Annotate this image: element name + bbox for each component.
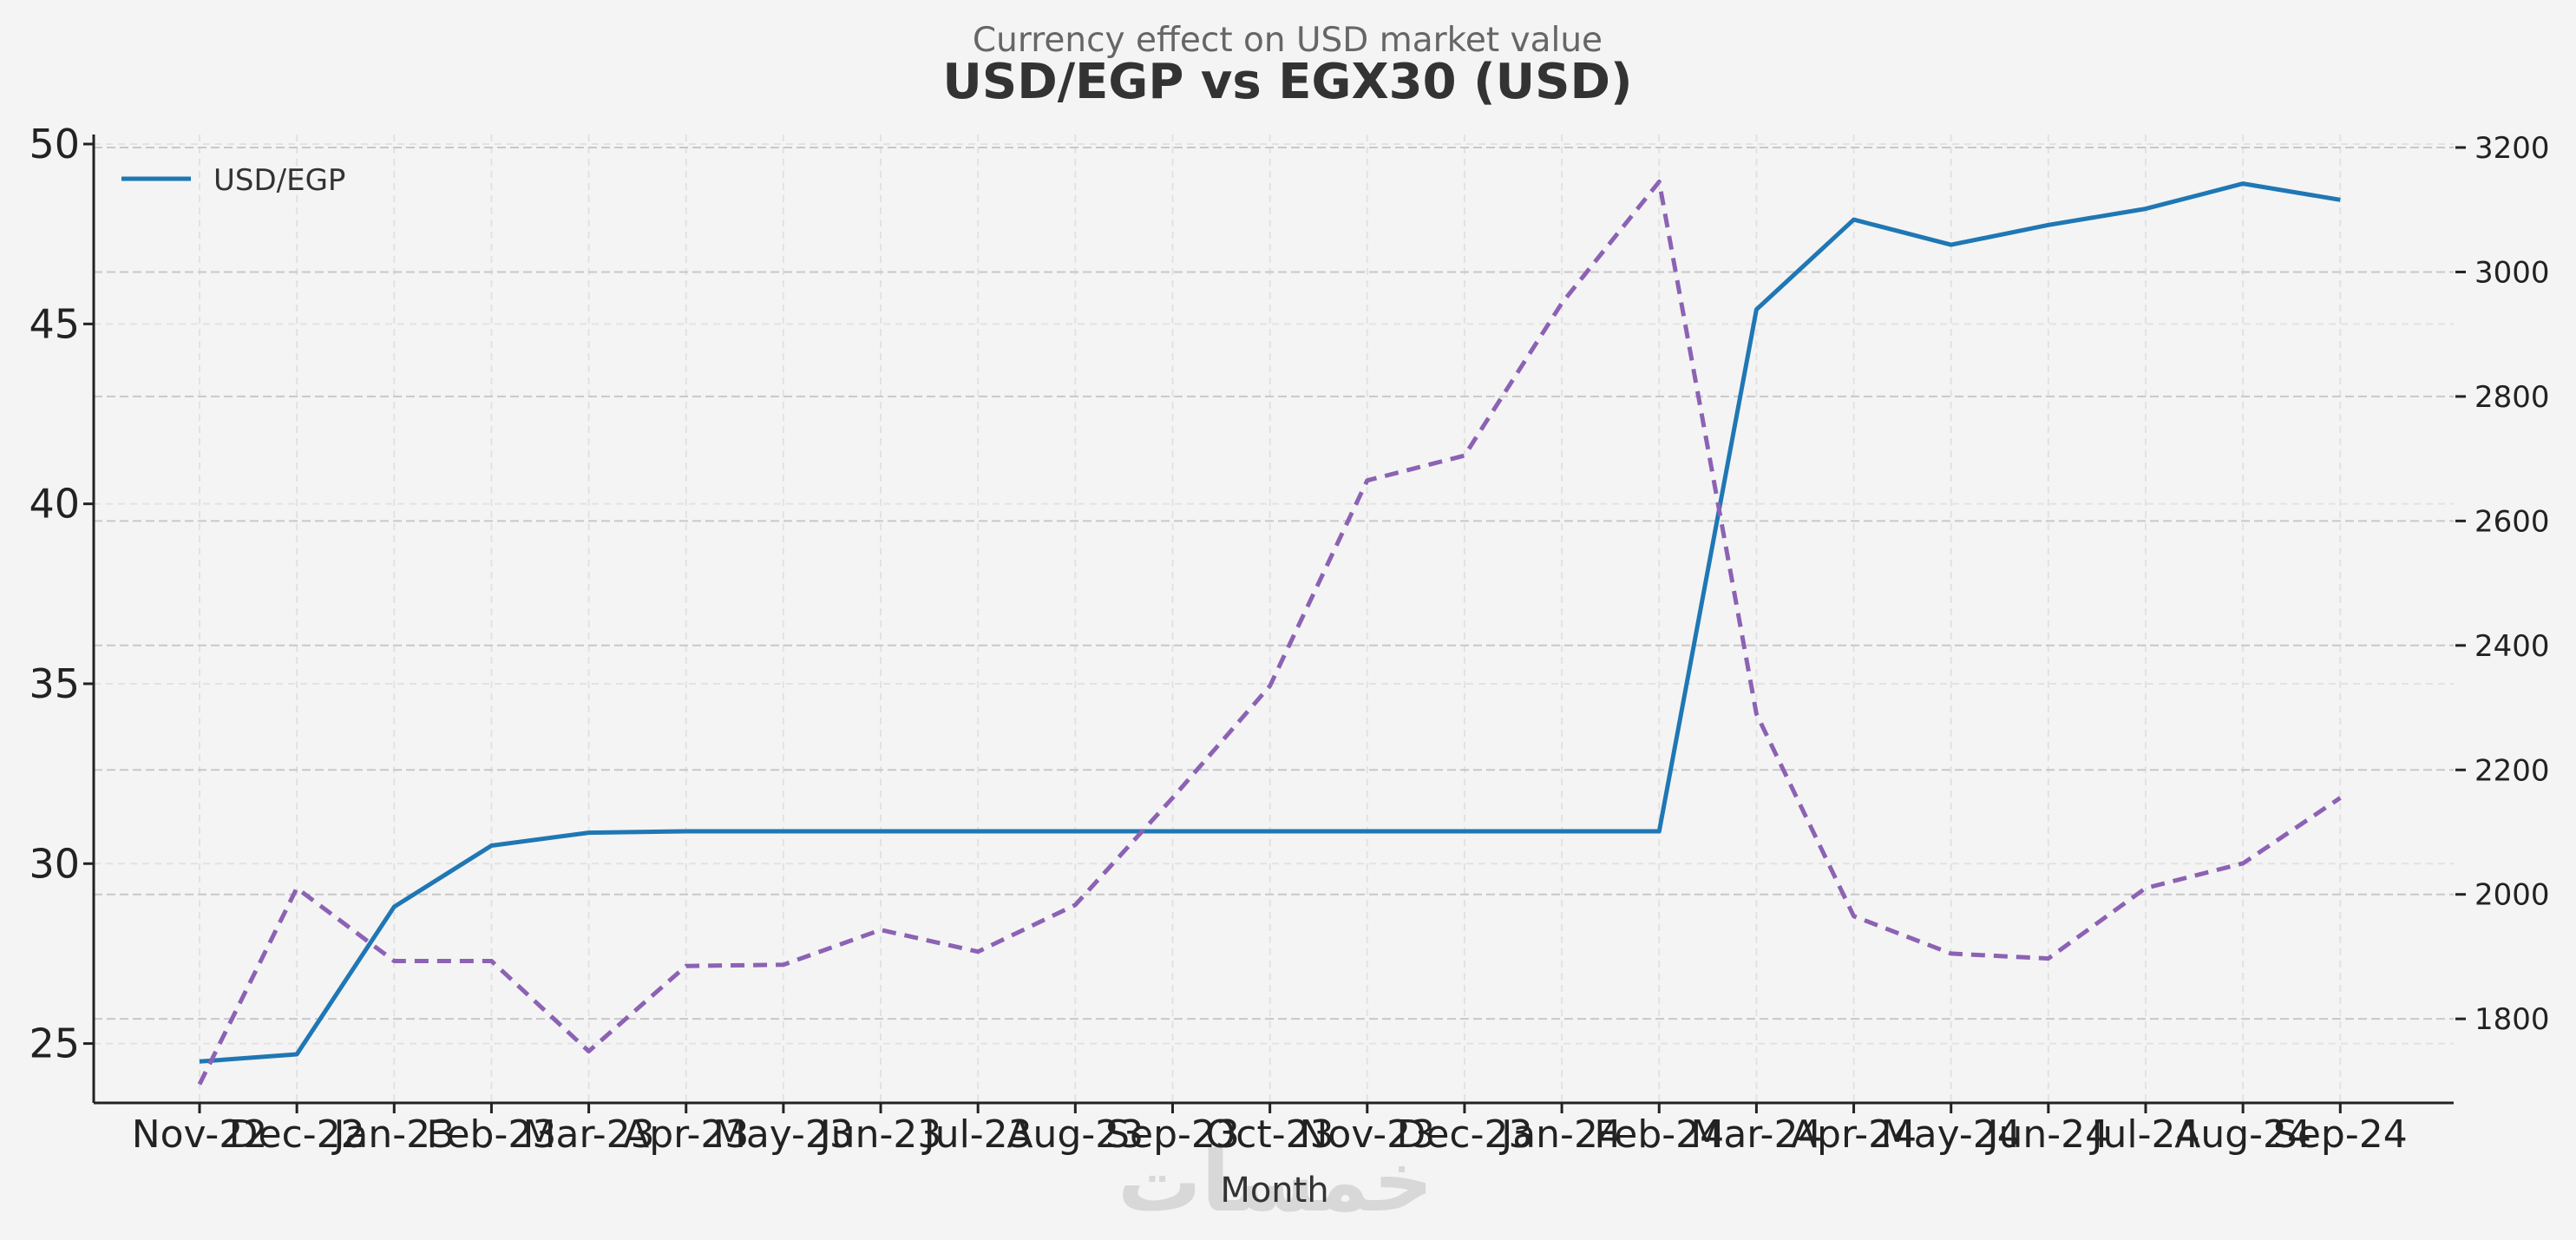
y-right-tick-label: 1800: [2474, 1002, 2550, 1037]
x-tick-label: Sep-24: [2273, 1112, 2408, 1157]
x-tick-label: May-23: [713, 1112, 854, 1157]
watermark: خمسات: [1118, 1133, 1433, 1230]
x-tick-label: Jan-24: [1498, 1112, 1622, 1157]
y-right-tick-label: 2400: [2474, 629, 2550, 664]
legend: USD/EGP: [121, 163, 345, 198]
x-tick-label: Feb-23: [427, 1112, 557, 1157]
x-tick-label: Mar-23: [523, 1112, 655, 1157]
y-right-tick-label: 3000: [2474, 255, 2550, 290]
y-right-tick-label: 2000: [2474, 878, 2550, 913]
axes-layer: [92, 134, 2454, 1105]
grid-layer: [94, 134, 2454, 1103]
x-tick-label: Apr-24: [1791, 1112, 1917, 1157]
chart-title: USD/EGP vs EGX30 (USD): [942, 54, 1632, 110]
y-left-tick-label: 30: [29, 840, 80, 887]
x-tick-label: Oct-23: [1206, 1112, 1334, 1157]
ticks-layer: Nov-22Dec-22Jan-23Feb-23Mar-23Apr-23May-…: [29, 121, 2549, 1157]
x-tick-label: Nov-22: [132, 1112, 268, 1157]
x-tick-label: Nov-23: [1300, 1112, 1436, 1157]
y-left-tick-label: 50: [29, 121, 80, 167]
x-tick-label: Jul-23: [921, 1112, 1032, 1157]
x-tick-label: Apr-23: [623, 1112, 749, 1157]
y-left-tick-label: 45: [29, 300, 80, 347]
chart-subtitle: Currency effect on USD market value: [973, 21, 1603, 60]
x-tick-label: Sep-23: [1105, 1112, 1240, 1157]
x-tick-label: Dec-23: [1396, 1112, 1532, 1157]
y-left-tick-label: 35: [29, 660, 80, 707]
x-tick-label: Jan-23: [331, 1112, 455, 1157]
x-tick-label: Mar-24: [1690, 1112, 1822, 1157]
y-right-tick-label: 3200: [2474, 131, 2550, 166]
y-right-tick-label: 2200: [2474, 753, 2550, 788]
x-tick-label: Jun-24: [1985, 1112, 2110, 1157]
y-right-tick-label: 2600: [2474, 504, 2550, 539]
y-left-tick-label: 25: [29, 1020, 80, 1067]
x-tick-label: Jun-23: [817, 1112, 942, 1157]
x-tick-label: Aug-23: [1006, 1112, 1144, 1157]
x-tick-label: Feb-24: [1594, 1112, 1724, 1157]
x-tick-label: Aug-24: [2174, 1112, 2311, 1157]
x-tick-label: May-24: [1881, 1112, 2022, 1157]
y-left-tick-label: 40: [29, 481, 80, 528]
series-layer: [197, 179, 2342, 1086]
x-tick-label: Dec-22: [229, 1112, 365, 1157]
x-axis-label: Month: [1220, 1171, 1328, 1210]
x-tick-label: Jul-24: [2089, 1112, 2200, 1157]
series-line-usd-egp: [199, 181, 2341, 1064]
legend-label-usd-egp: USD/EGP: [213, 163, 345, 198]
series-line-egx30-usd: [197, 179, 2342, 1086]
y-right-tick-label: 2800: [2474, 380, 2550, 415]
